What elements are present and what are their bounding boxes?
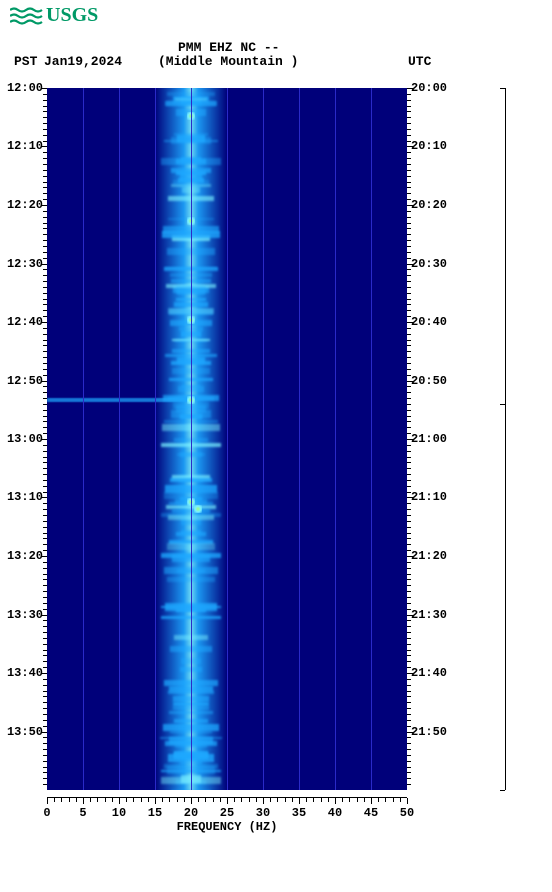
left-time-label: 12:50	[7, 374, 43, 388]
right-time-label: 21:00	[411, 432, 447, 446]
gridline-vertical	[335, 88, 336, 790]
right-time-label: 21:20	[411, 549, 447, 563]
right-time-label: 21:10	[411, 490, 447, 504]
timezone-right-label: UTC	[408, 54, 431, 69]
left-time-label: 12:20	[7, 198, 43, 212]
gridline-vertical	[263, 88, 264, 790]
right-time-label: 21:40	[411, 666, 447, 680]
left-time-label: 13:10	[7, 490, 43, 504]
left-time-label: 12:10	[7, 139, 43, 153]
left-time-label: 12:30	[7, 257, 43, 271]
x-tick-label: 20	[184, 806, 198, 820]
left-time-label: 12:40	[7, 315, 43, 329]
left-time-label: 13:20	[7, 549, 43, 563]
right-time-label: 21:30	[411, 608, 447, 622]
right-time-label: 20:20	[411, 198, 447, 212]
left-time-label: 13:40	[7, 666, 43, 680]
station-title-line2: (Middle Mountain )	[158, 54, 298, 69]
right-time-label: 20:40	[411, 315, 447, 329]
spectrogram-canvas	[47, 88, 407, 790]
gridline-vertical	[227, 88, 228, 790]
x-tick-label: 30	[256, 806, 270, 820]
right-time-label: 20:10	[411, 139, 447, 153]
x-tick-label: 0	[43, 806, 50, 820]
left-time-label: 13:30	[7, 608, 43, 622]
scalebar-tick	[500, 790, 505, 791]
x-tick-label: 45	[364, 806, 378, 820]
usgs-logo: USGS	[10, 4, 98, 27]
scalebar-tick	[500, 404, 505, 405]
right-time-label: 20:50	[411, 374, 447, 388]
x-tick-label: 35	[292, 806, 306, 820]
gridline-vertical	[371, 88, 372, 790]
x-tick-label: 10	[112, 806, 126, 820]
station-title-line1: PMM EHZ NC --	[178, 40, 279, 55]
timezone-left-label: PST	[14, 54, 37, 69]
left-time-label: 13:00	[7, 432, 43, 446]
gridline-vertical	[191, 88, 192, 790]
x-tick-label: 40	[328, 806, 342, 820]
usgs-wave-icon	[10, 7, 44, 25]
gridline-vertical	[299, 88, 300, 790]
intensity-scalebar	[505, 88, 506, 790]
gridline-vertical	[155, 88, 156, 790]
x-tick-label: 25	[220, 806, 234, 820]
left-time-label: 13:50	[7, 725, 43, 739]
right-time-label: 20:30	[411, 257, 447, 271]
right-time-label: 20:00	[411, 81, 447, 95]
gridline-vertical	[119, 88, 120, 790]
spectrogram-chart: FREQUENCY (HZ) 0510152025303540455012:00…	[47, 88, 407, 790]
x-tick-label: 50	[400, 806, 414, 820]
right-time-label: 21:50	[411, 725, 447, 739]
left-time-label: 12:00	[7, 81, 43, 95]
usgs-logo-text: USGS	[46, 4, 98, 27]
scalebar-tick	[500, 88, 505, 89]
date-label: Jan19,2024	[44, 54, 122, 69]
x-tick-label: 5	[79, 806, 86, 820]
gridline-vertical	[83, 88, 84, 790]
x-tick-label: 15	[148, 806, 162, 820]
x-axis-title: FREQUENCY (HZ)	[177, 820, 278, 834]
